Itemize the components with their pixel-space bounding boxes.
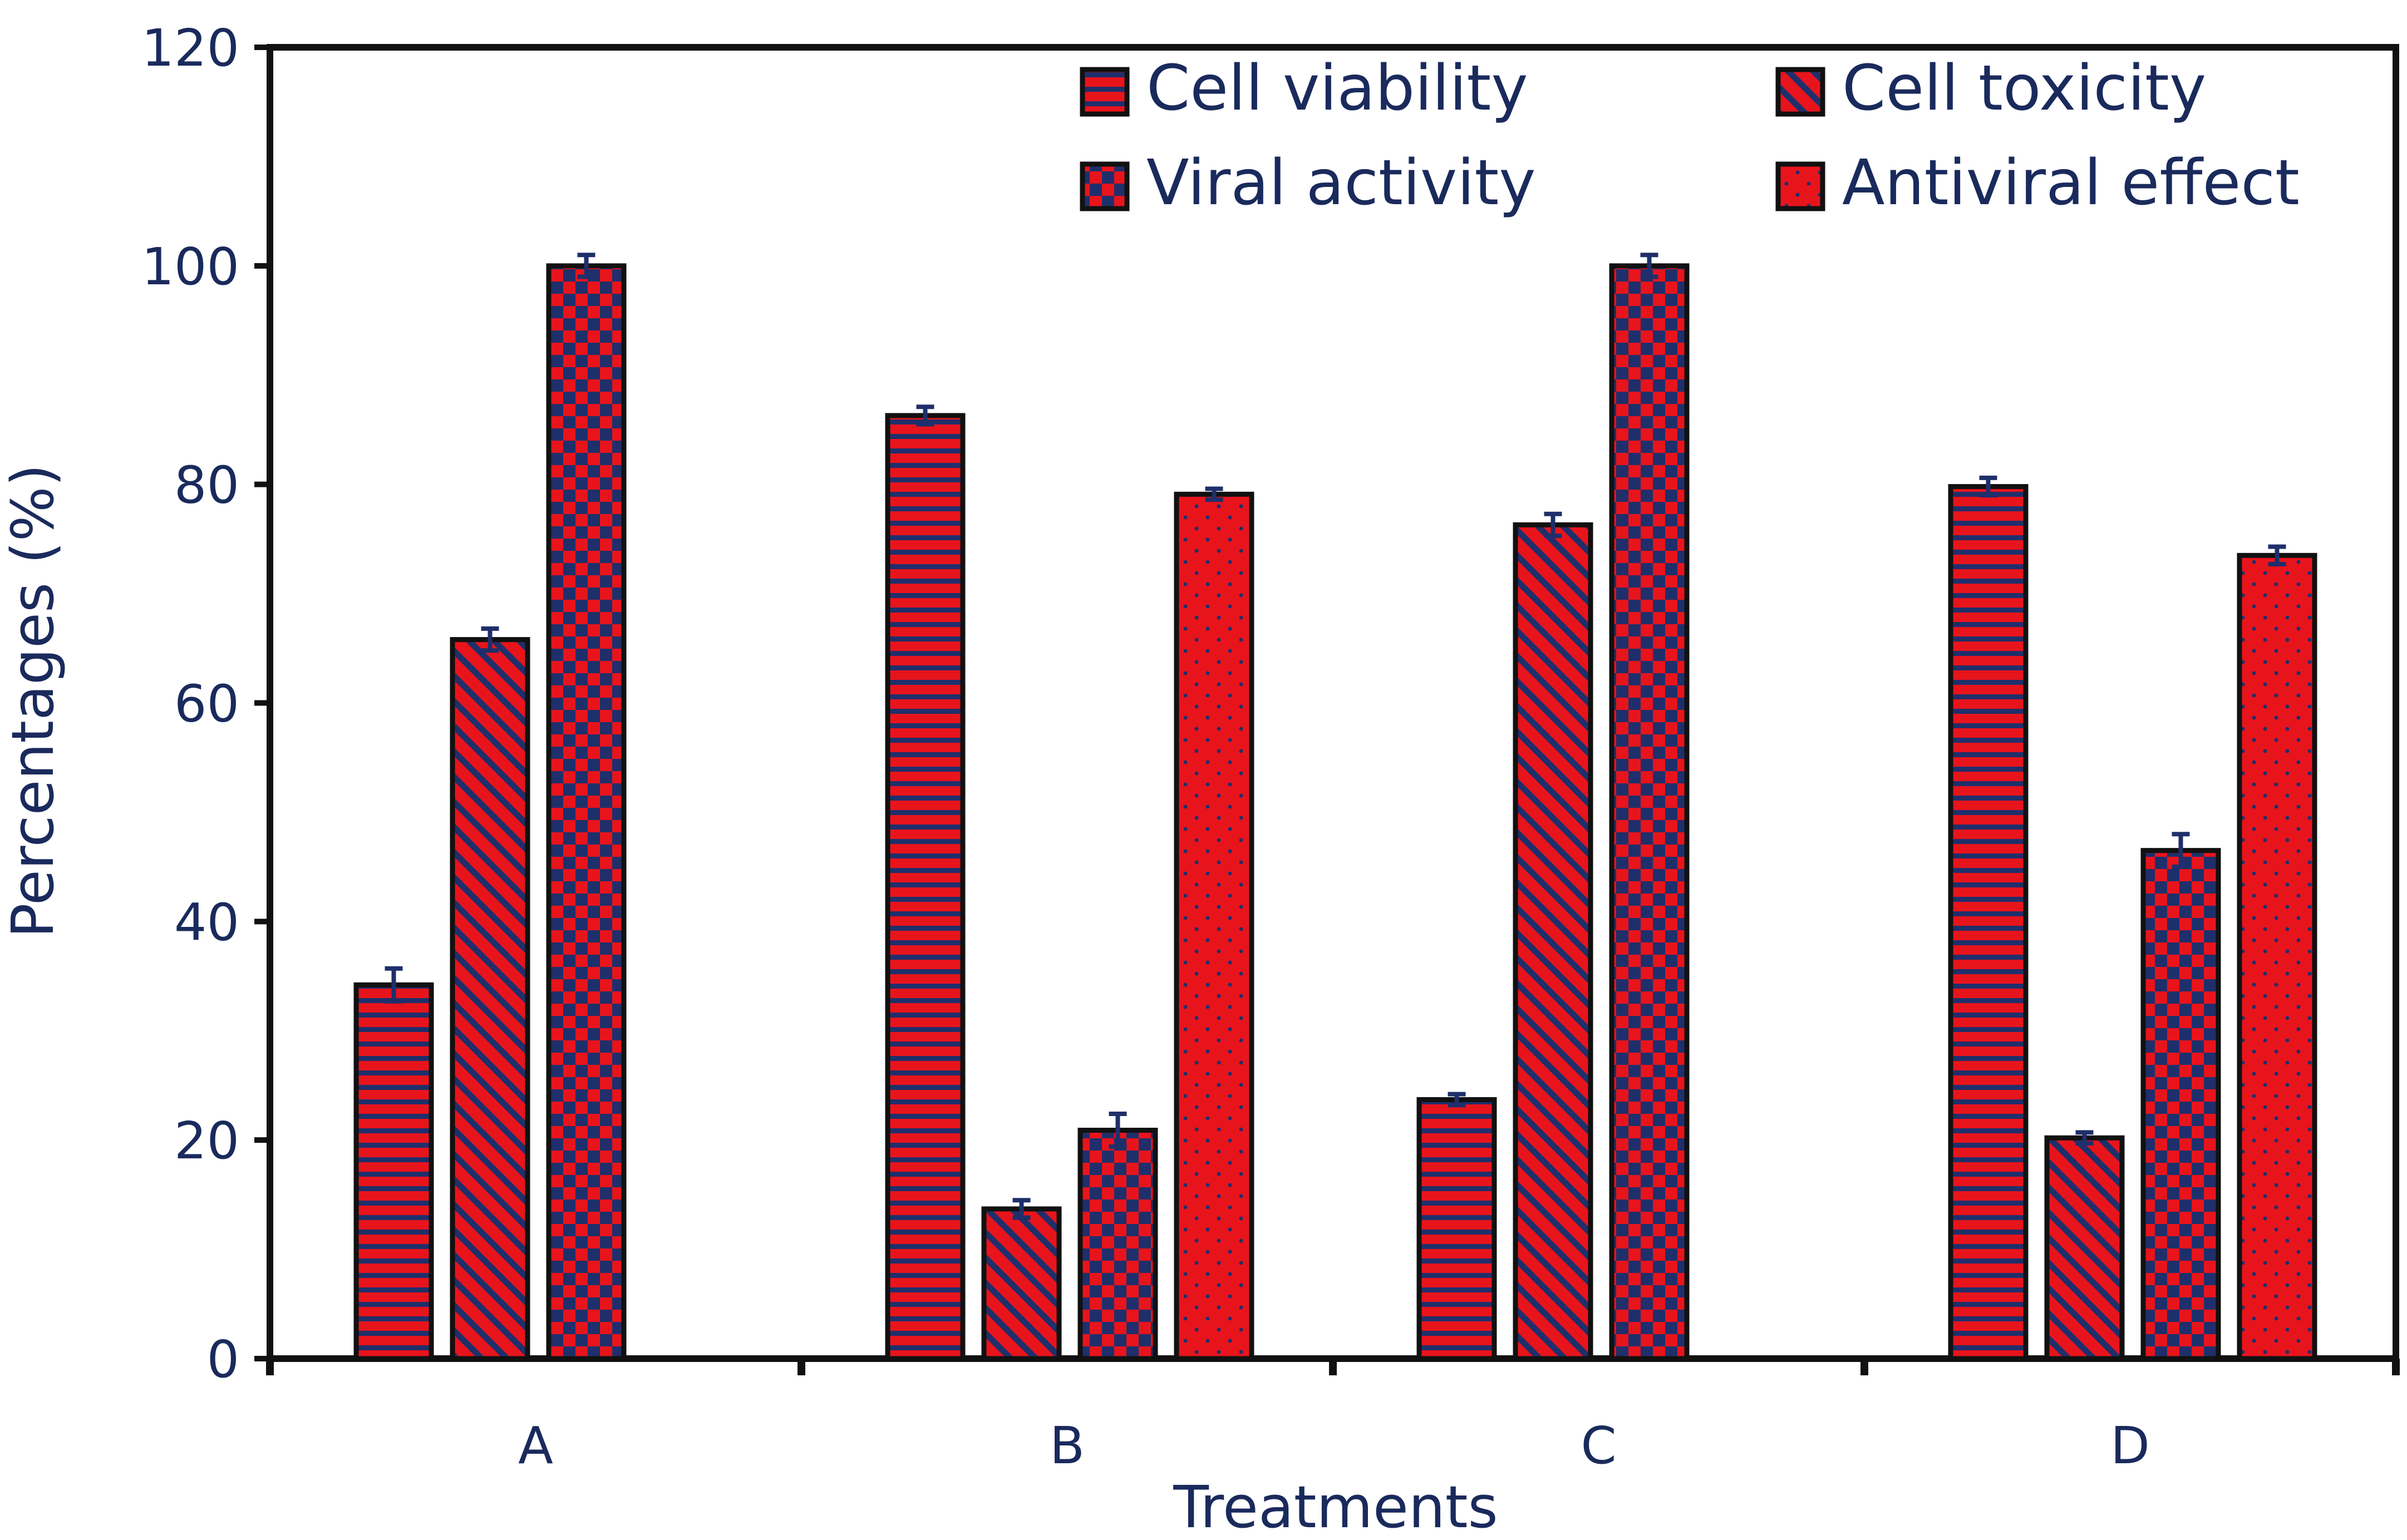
legend-label: Antiviral effect: [1842, 147, 2300, 219]
bar: [2044, 1135, 2125, 1361]
y-tick-label: 40: [174, 892, 239, 952]
bar: [1174, 491, 1254, 1361]
bar: [450, 637, 530, 1361]
bar: [1513, 522, 1593, 1361]
legend-swatch: [1775, 161, 1825, 211]
bars-group: [353, 253, 2317, 1361]
y-axis-label: Percentages (%): [0, 464, 67, 938]
y-tick-label: 60: [174, 674, 239, 734]
x-tick-label: D: [2110, 1416, 2150, 1475]
x-axis: A B C D: [266, 1359, 2400, 1475]
bar: [1416, 1097, 1497, 1361]
x-tick-label: A: [518, 1416, 553, 1475]
bar: [1077, 1127, 1158, 1361]
bar: [2140, 848, 2221, 1361]
legend-label: Cell toxicity: [1842, 52, 2206, 125]
bar: [1948, 484, 2029, 1361]
y-tick-label: 0: [206, 1330, 239, 1389]
x-tick-label: C: [1581, 1416, 1616, 1475]
bar: [546, 263, 627, 1361]
y-tick-label: 80: [174, 456, 239, 515]
bar: [885, 413, 966, 1361]
x-axis-label: Treatments: [1173, 1473, 1498, 1537]
y-tick-label: 120: [141, 18, 239, 78]
bar: [981, 1206, 1062, 1361]
y-tick-label: 20: [174, 1111, 239, 1171]
legend-label: Cell viability: [1146, 52, 1528, 125]
legend-swatch: [1775, 67, 1825, 117]
bar: [353, 982, 434, 1361]
bar: [2237, 552, 2317, 1361]
y-axis: 0 20 40 60 80 100 120: [141, 18, 270, 1389]
x-tick-label: B: [1050, 1416, 1085, 1475]
bar: [1609, 263, 1690, 1361]
legend-swatch: [1080, 67, 1130, 117]
legend: Cell viability Cell toxicity Viral activit…: [1080, 52, 2300, 219]
legend-swatch: [1080, 161, 1130, 211]
legend-label: Viral activity: [1146, 147, 1536, 219]
y-tick-label: 100: [141, 237, 239, 297]
